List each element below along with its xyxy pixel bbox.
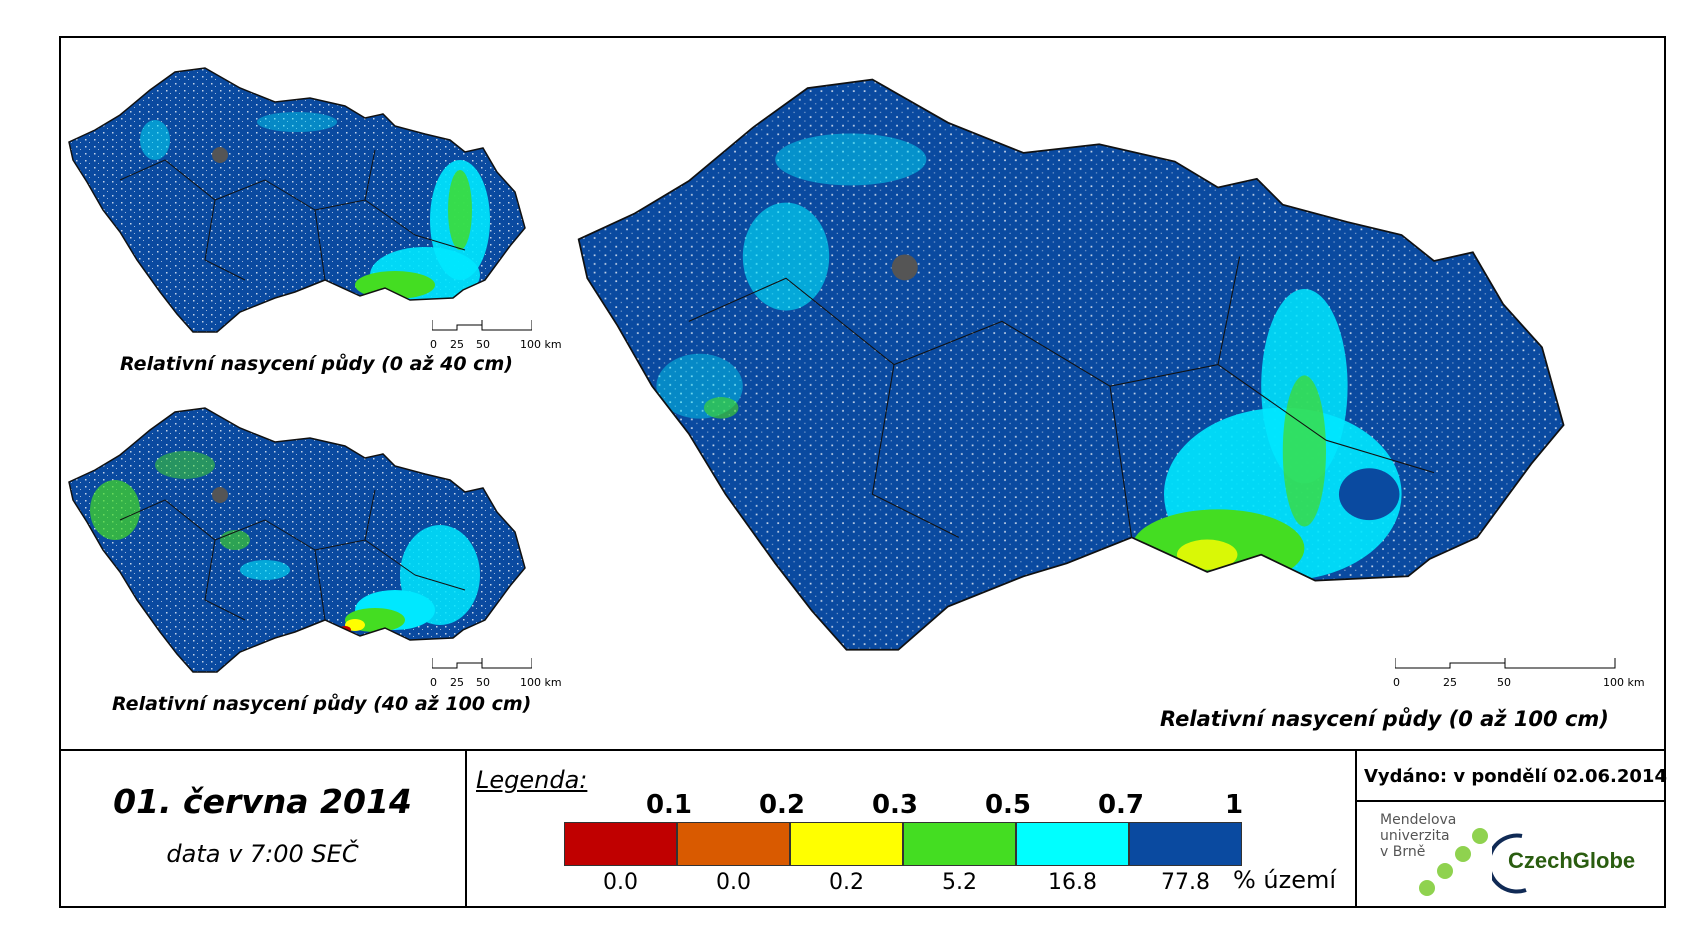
legend-title: Legenda: (476, 766, 588, 794)
legend-swatch (790, 822, 903, 866)
legend-percentage: 0.2 (829, 870, 864, 895)
map-frame (59, 36, 1666, 908)
scalebar-small-1: 0 25 50 100 km (430, 320, 562, 351)
soil-map-0-40 (68, 67, 526, 333)
mendel-logo-text: Mendelova univerzita v Brně (1380, 812, 1456, 860)
czechglobe-arc-icon (1492, 833, 1527, 894)
legend-swatch (1016, 822, 1129, 866)
legend-percentage: 0.0 (603, 870, 638, 895)
legend-threshold: 0.3 (871, 790, 919, 820)
scalebar-tick: 50 (476, 676, 490, 689)
mendel-line: Mendelova (1380, 812, 1457, 828)
scalebar-tick: 25 (450, 338, 464, 351)
map-caption-40-100: Relativní nasycení půdy (40 až 100 cm) (112, 693, 532, 715)
footer-divider-logos (1355, 800, 1666, 802)
scalebar-tick: 100 km (1603, 676, 1645, 689)
soil-map-40-100 (68, 407, 526, 673)
legend-percentage: 0.0 (716, 870, 751, 895)
legend-percentage: 77.8 (1161, 870, 1210, 895)
legend-threshold: 0.2 (758, 790, 806, 820)
mendel-dots-icon (1419, 828, 1488, 896)
czechglobe-logo: CzechGlobe (1508, 848, 1636, 873)
scalebar-tick: 0 (430, 676, 437, 689)
scalebar-tick: 50 (1497, 676, 1511, 689)
scalebar-tick: 100 km (520, 338, 562, 351)
legend-swatch (903, 822, 1016, 866)
legend-swatch (1129, 822, 1242, 866)
footer-divider-right (1355, 749, 1357, 908)
scalebar-tick: 25 (1443, 676, 1457, 689)
issued-date: Vydáno: v pondělí 02.06.2014 (1364, 766, 1667, 787)
scalebar-tick: 25 (450, 676, 464, 689)
legend-threshold: 0.7 (1097, 790, 1145, 820)
footer-divider (59, 749, 1666, 751)
legend-threshold: 0.1 (645, 790, 693, 820)
scalebar-large: 0 25 50 100 km (1393, 658, 1645, 689)
legend-swatch (677, 822, 790, 866)
time-label: data v 7:00 SEČ (166, 840, 359, 868)
footer-divider-left (465, 749, 467, 908)
legend-percentage: 16.8 (1048, 870, 1097, 895)
scalebar-tick: 50 (476, 338, 490, 351)
date-label: 01. června 2014 (113, 782, 412, 821)
legend-percentage: 5.2 (942, 870, 977, 895)
soil-map-0-100 (577, 78, 1565, 651)
legend-unit: % území (1233, 866, 1337, 894)
map-caption-0-100: Relativní nasycení půdy (0 až 100 cm) (1160, 707, 1609, 731)
scalebar-tick: 100 km (520, 676, 562, 689)
map-caption-0-40: Relativní nasycení půdy (0 až 40 cm) (120, 353, 513, 375)
mendel-line: v Brně (1380, 844, 1426, 860)
legend-threshold: 1 (1224, 790, 1244, 820)
scalebar-tick: 0 (430, 338, 437, 351)
mendel-line: univerzita (1380, 828, 1450, 844)
legend-threshold: 0.5 (984, 790, 1032, 820)
scalebar-small-2: 0 25 50 100 km (430, 658, 562, 689)
scalebar-tick: 0 (1393, 676, 1400, 689)
legend-swatch (564, 822, 677, 866)
